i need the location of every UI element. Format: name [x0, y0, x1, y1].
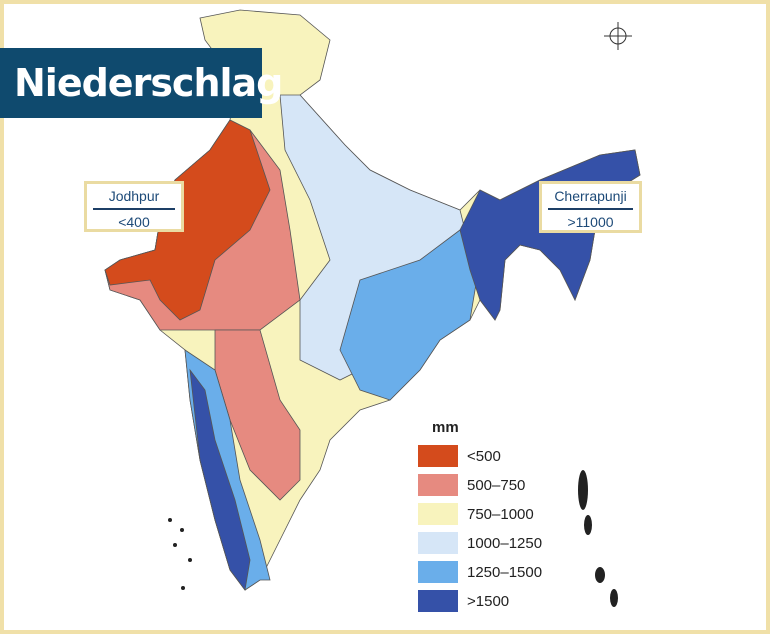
legend-title: mm	[432, 419, 459, 436]
legend-label: 750–1000	[467, 506, 534, 523]
map-region	[339, 229, 481, 401]
legend-label: <500	[467, 448, 501, 465]
map-region	[459, 149, 641, 321]
island	[188, 558, 192, 562]
callout-name: Cherrapunji	[554, 188, 627, 204]
island	[181, 586, 185, 590]
callout-value: >11000	[567, 214, 614, 230]
island	[168, 518, 172, 522]
legend-swatch	[418, 561, 458, 583]
legend: mm <500 500–750 750–1000 1000–1250 1250–1500…	[418, 419, 542, 612]
island	[173, 543, 177, 547]
title: Niederschlag	[0, 48, 283, 118]
legend-swatch	[418, 590, 458, 612]
island	[180, 528, 184, 532]
island	[610, 589, 618, 607]
map-region	[104, 119, 271, 321]
legend-label: 500–750	[467, 477, 525, 494]
island	[595, 567, 605, 583]
island	[584, 515, 592, 535]
legend-label: 1250–1500	[467, 564, 542, 581]
legend-swatch	[418, 503, 458, 525]
legend-label: >1500	[467, 593, 509, 610]
legend-swatch	[418, 532, 458, 554]
map-region	[189, 368, 251, 591]
callout: Cherrapunji >11000	[539, 181, 642, 233]
callout: Jodhpur <400	[84, 181, 184, 232]
islands	[168, 470, 618, 607]
callout-value: <400	[118, 214, 150, 230]
legend-swatch	[418, 445, 458, 467]
compass	[604, 22, 632, 50]
legend-label: 1000–1250	[467, 535, 542, 552]
island	[578, 470, 588, 510]
legend-swatch	[418, 474, 458, 496]
callout-name: Jodhpur	[108, 188, 160, 204]
